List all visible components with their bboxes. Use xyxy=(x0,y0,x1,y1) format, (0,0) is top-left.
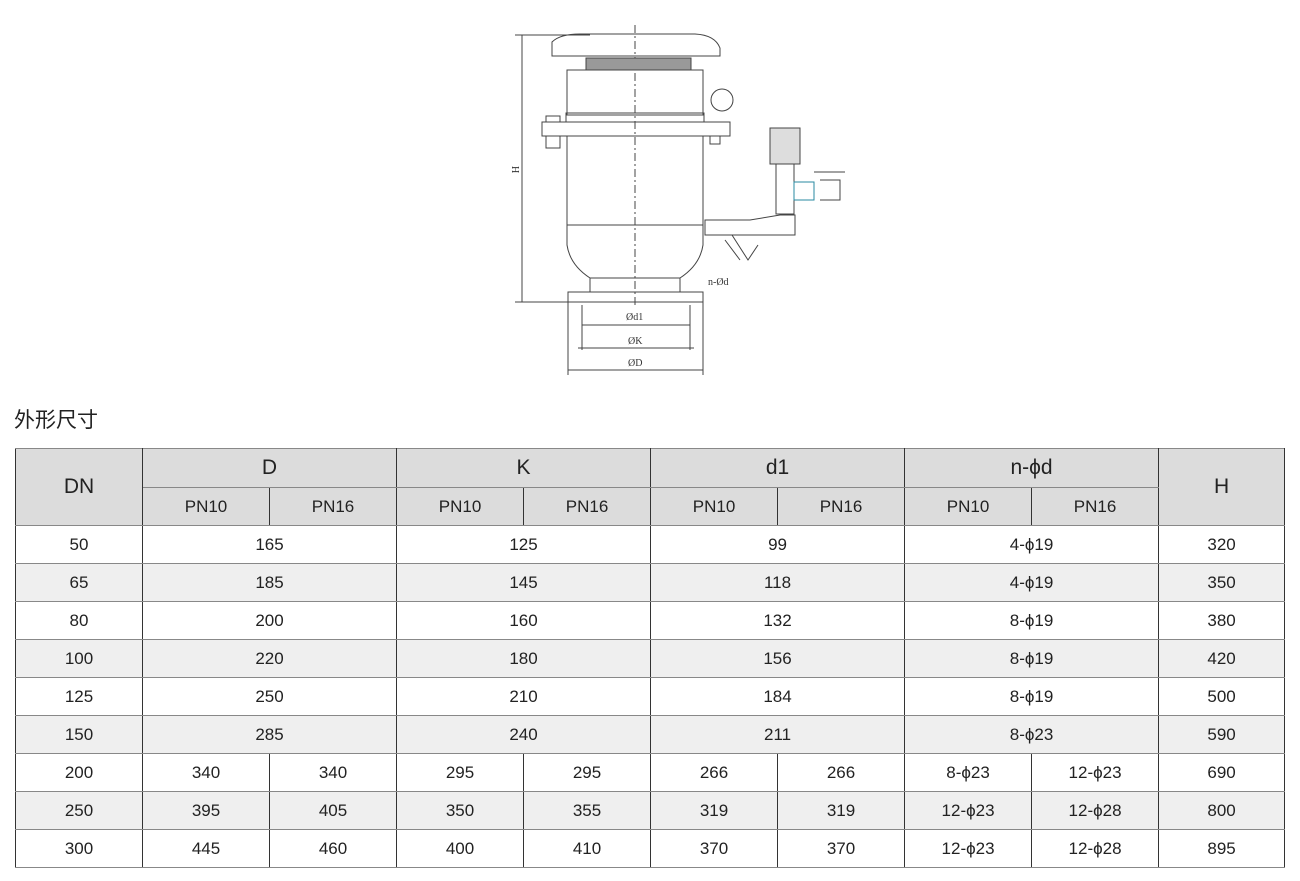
cell-d-pn10: 445 xyxy=(142,829,270,868)
cell-d: 200 xyxy=(141,601,398,640)
cell-k-pn10: 350 xyxy=(396,791,525,830)
table-row: 200 340 340 295 295 266 266 8-ϕ23 12-ϕ23 690 xyxy=(15,753,1286,792)
cell-k: 125 xyxy=(396,525,652,564)
cell-h: 380 xyxy=(1158,601,1286,640)
cell-h: 320 xyxy=(1158,525,1286,564)
dim-label-nd: n-Ød xyxy=(708,277,729,288)
cell-h: 690 xyxy=(1158,753,1286,792)
cell-nd-pn16: 12-ϕ28 xyxy=(1031,829,1160,868)
header-k: K xyxy=(396,448,652,488)
cell-nd: 4-ϕ19 xyxy=(904,563,1160,602)
header-pn10: PN10 xyxy=(904,487,1033,526)
cell-dn: 300 xyxy=(15,829,143,868)
header-pn10: PN10 xyxy=(396,487,525,526)
cell-nd: 8-ϕ19 xyxy=(904,677,1160,716)
cell-d1-pn10: 370 xyxy=(650,829,779,868)
cell-k-pn16: 410 xyxy=(523,829,652,868)
cell-nd-pn10: 12-ϕ23 xyxy=(904,829,1033,868)
cell-d-pn16: 340 xyxy=(268,753,398,792)
cell-nd: 8-ϕ19 xyxy=(904,639,1160,678)
header-pn16: PN16 xyxy=(1031,487,1160,526)
cell-dn: 125 xyxy=(15,677,143,716)
dim-label-k: ØK xyxy=(628,336,643,347)
cell-dn: 65 xyxy=(15,563,143,602)
cell-h: 420 xyxy=(1158,639,1286,678)
table-row: 300 445 460 400 410 370 370 12-ϕ23 12-ϕ28 895 xyxy=(15,829,1286,868)
dim-label-d: ØD xyxy=(628,358,642,369)
cell-h: 800 xyxy=(1158,791,1286,830)
cell-d1: 99 xyxy=(650,525,906,564)
cell-d: 250 xyxy=(141,677,398,716)
cell-d1: 184 xyxy=(650,677,906,716)
cell-nd: 8-ϕ19 xyxy=(904,601,1160,640)
cell-h: 500 xyxy=(1158,677,1286,716)
cell-d: 285 xyxy=(141,715,398,754)
header-pn10: PN10 xyxy=(142,487,270,526)
dimensions-table: DN D K d1 n-ϕd H PN10 PN16 PN10 PN16 PN1… xyxy=(15,448,1286,868)
table-row: 125 250 210 184 8-ϕ19 500 xyxy=(15,677,1286,716)
header-pn16: PN16 xyxy=(523,487,652,526)
cell-nd: 8-ϕ23 xyxy=(904,715,1160,754)
table-row: 100 220 180 156 8-ϕ19 420 xyxy=(15,639,1286,678)
header-d1: d1 xyxy=(650,448,906,488)
cell-dn: 150 xyxy=(15,715,143,754)
cell-nd-pn16: 12-ϕ28 xyxy=(1031,791,1160,830)
table-row: 150 285 240 211 8-ϕ23 590 xyxy=(15,715,1286,754)
dim-label-d1: Ød1 xyxy=(626,312,643,323)
cell-dn: 250 xyxy=(15,791,143,830)
cell-d-pn16: 405 xyxy=(268,791,398,830)
cell-h: 895 xyxy=(1158,829,1286,868)
cell-d-pn10: 340 xyxy=(142,753,270,792)
header-dn: DN xyxy=(15,448,143,526)
cell-d1: 211 xyxy=(650,715,906,754)
cell-d1-pn16: 319 xyxy=(777,791,906,830)
cell-k-pn10: 295 xyxy=(396,753,525,792)
cell-nd-pn10: 12-ϕ23 xyxy=(904,791,1033,830)
cell-dn: 100 xyxy=(15,639,143,678)
cell-dn: 80 xyxy=(15,601,143,640)
cell-k: 160 xyxy=(396,601,652,640)
header-d: D xyxy=(141,448,398,488)
cell-d: 220 xyxy=(141,639,398,678)
cell-d1: 156 xyxy=(650,639,906,678)
cell-d-pn16: 460 xyxy=(268,829,398,868)
cell-d1-pn16: 266 xyxy=(777,753,906,792)
cell-k: 145 xyxy=(396,563,652,602)
header-h: H xyxy=(1158,448,1286,526)
cell-h: 350 xyxy=(1158,563,1286,602)
cell-k: 180 xyxy=(396,639,652,678)
cell-d1: 132 xyxy=(650,601,906,640)
cell-d1-pn10: 266 xyxy=(650,753,779,792)
header-n-phi-d: n-ϕd xyxy=(904,448,1160,488)
header-pn16: PN16 xyxy=(268,487,398,526)
table-row: 80 200 160 132 8-ϕ19 380 xyxy=(15,601,1286,640)
cell-nd: 4-ϕ19 xyxy=(904,525,1160,564)
cell-nd-pn10: 8-ϕ23 xyxy=(904,753,1033,792)
table-row: 65 185 145 118 4-ϕ19 350 xyxy=(15,563,1286,602)
cell-k-pn10: 400 xyxy=(396,829,525,868)
cell-dn: 200 xyxy=(15,753,143,792)
cell-k: 240 xyxy=(396,715,652,754)
cell-h: 590 xyxy=(1158,715,1286,754)
cell-k-pn16: 355 xyxy=(523,791,652,830)
dim-label-h: H xyxy=(509,166,520,173)
section-title: 外形尺寸 xyxy=(14,409,98,432)
cell-dn: 50 xyxy=(15,525,143,564)
cell-d1: 118 xyxy=(650,563,906,602)
cell-k: 210 xyxy=(396,677,652,716)
table-row: 250 395 405 350 355 319 319 12-ϕ23 12-ϕ28 800 xyxy=(15,791,1286,830)
header-pn10: PN10 xyxy=(650,487,779,526)
table-row: 50 165 125 99 4-ϕ19 320 xyxy=(15,525,1286,564)
cell-k-pn16: 295 xyxy=(523,753,652,792)
cell-d1-pn16: 370 xyxy=(777,829,906,868)
air-valve-drawing: H n-Ød Ød1 ØK ØD xyxy=(509,25,845,375)
cell-d-pn10: 395 xyxy=(142,791,270,830)
cell-d: 165 xyxy=(141,525,398,564)
header-pn16: PN16 xyxy=(777,487,906,526)
cell-d: 185 xyxy=(141,563,398,602)
cell-d1-pn10: 319 xyxy=(650,791,779,830)
cell-nd-pn16: 12-ϕ23 xyxy=(1031,753,1160,792)
